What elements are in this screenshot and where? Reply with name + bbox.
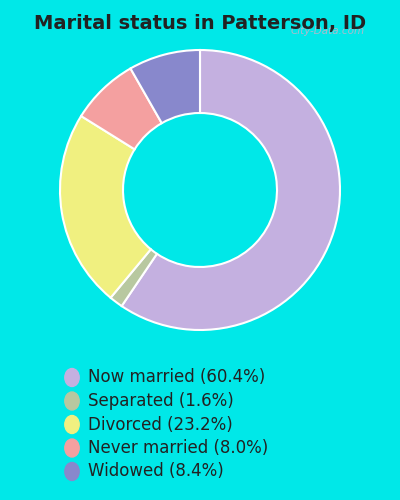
Wedge shape <box>60 116 151 298</box>
Wedge shape <box>122 50 340 330</box>
Text: Now married (60.4%): Now married (60.4%) <box>88 368 265 386</box>
Wedge shape <box>81 68 162 150</box>
Text: Divorced (23.2%): Divorced (23.2%) <box>88 416 233 434</box>
Text: City-Data.com: City-Data.com <box>290 26 364 36</box>
Wedge shape <box>130 50 200 123</box>
Text: Separated (1.6%): Separated (1.6%) <box>88 392 234 410</box>
Text: Never married (8.0%): Never married (8.0%) <box>88 439 268 457</box>
Text: Widowed (8.4%): Widowed (8.4%) <box>88 462 224 480</box>
Wedge shape <box>111 250 157 306</box>
Text: Marital status in Patterson, ID: Marital status in Patterson, ID <box>34 14 366 33</box>
